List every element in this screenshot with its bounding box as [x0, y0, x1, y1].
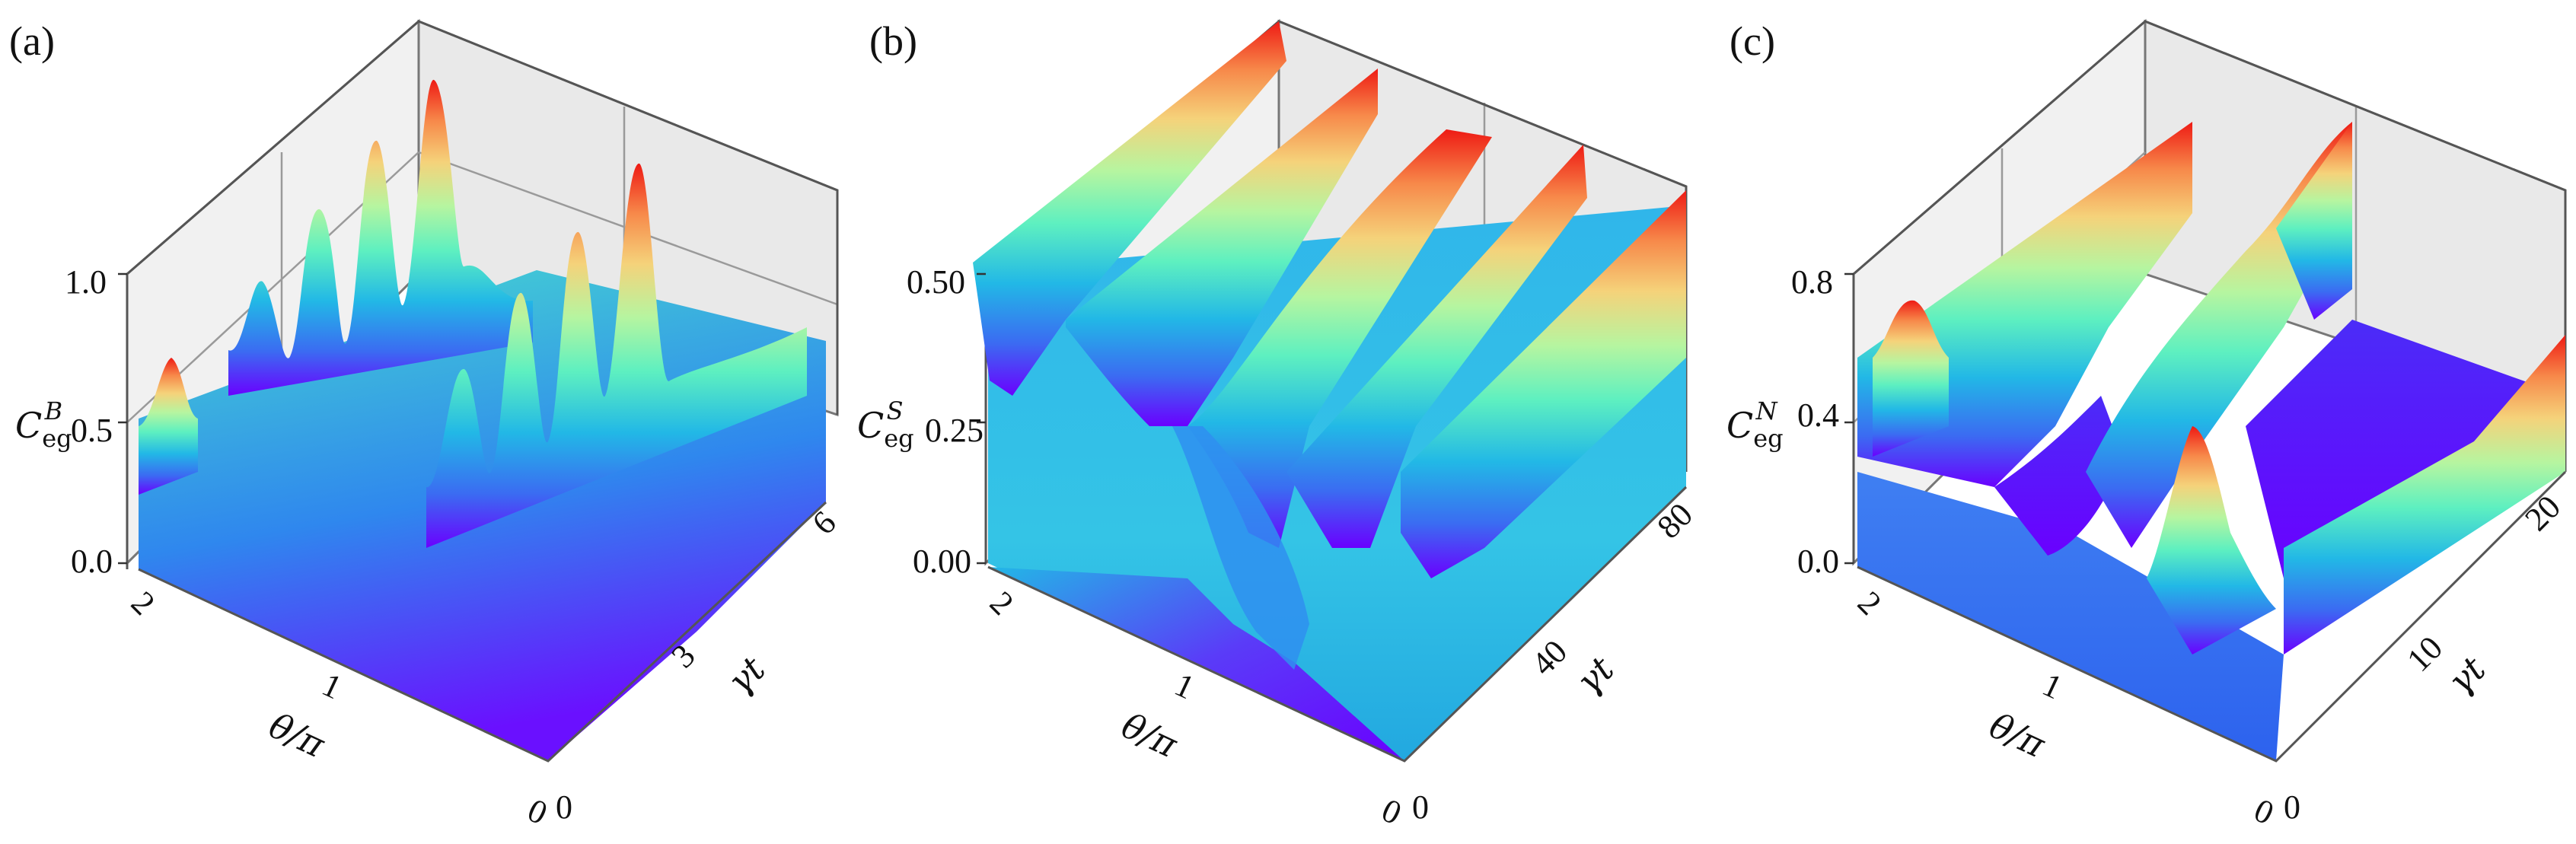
y-tick-a2: 6 — [805, 504, 843, 542]
peak-left-c — [1873, 300, 1949, 457]
x-tick-b2: 0 — [1376, 791, 1408, 833]
z-tick-b2: 0.50 — [907, 263, 965, 301]
panel-label-b: (b) — [869, 18, 917, 64]
frame-front-a — [138, 501, 827, 763]
ridge-b4 — [1401, 190, 1686, 578]
y-axis-label-a: γt — [719, 648, 773, 702]
y-axis-label-b: γt — [1568, 648, 1622, 702]
x-tick-a0: 2 — [124, 584, 162, 622]
ridge-b3 — [1286, 145, 1587, 548]
x-tick-b0: 2 — [983, 584, 1021, 622]
peak-center-c — [2147, 426, 2276, 654]
lobe-left-a — [139, 358, 198, 495]
ridge-b2 — [1188, 129, 1492, 548]
z-tick-a1: 0.5 — [71, 412, 113, 449]
ridge-b1 — [1066, 68, 1378, 426]
surface-floor-c — [1857, 472, 2284, 761]
ridge-row-front-a — [426, 163, 807, 548]
z-tick-c1: 0.4 — [1797, 397, 1839, 434]
valley-b — [1172, 426, 1309, 670]
valley-left-c — [1994, 396, 2124, 556]
right-wall-c — [2284, 335, 2565, 654]
x-axis-label-a: θ/π — [263, 705, 331, 766]
x-tick-a2: 0 — [522, 791, 553, 833]
z-ticks-a: 0.0 0.5 1.0 — [65, 263, 127, 580]
z-tick-c2: 0.8 — [1791, 263, 1833, 301]
x-tick-c2: 0 — [2249, 791, 2280, 833]
frame-top-a — [126, 20, 839, 563]
x-axis-label-b: θ/π — [1115, 705, 1184, 766]
y-tick-c0: 0 — [2284, 788, 2300, 826]
z-axis-label-a: CegB — [15, 397, 72, 453]
y-tick-a0: 0 — [556, 788, 572, 826]
ridge-b0 — [973, 21, 1286, 396]
ridge-row-back-a — [228, 79, 533, 396]
y-tick-b0: 0 — [1412, 788, 1429, 826]
z-ticks-b: 0.00 0.25 0.50 — [907, 263, 986, 580]
panel-label-c: (c) — [1730, 18, 1775, 64]
frame-front-c — [1857, 470, 2567, 763]
frame-front-b — [987, 486, 1688, 763]
valley-right-c — [2246, 320, 2565, 578]
z-tick-a0: 0.0 — [71, 543, 113, 580]
z-tick-b0: 0.00 — [913, 543, 971, 580]
z-tick-c0: 0.0 — [1797, 543, 1839, 580]
z-axis-label-c: CegN — [1726, 397, 1784, 453]
frame-top-c — [1852, 20, 2567, 563]
z-tick-a2: 1.0 — [65, 263, 107, 301]
back-ridge-c — [2276, 122, 2352, 320]
panel-c: (c) 0.0 0.4 0.8 CegN 2 1 0 θ/π — [1726, 18, 2568, 832]
panel-b: (b) 0.00 0.25 0.50 CegS 2 1 0 θ/π — [857, 18, 1700, 832]
x-tick-c0: 2 — [1851, 584, 1889, 622]
x-axis-label-c: θ/π — [1983, 705, 2052, 766]
panel-a: (a) 0.0 0.5 1.0 CegB 2 1 0 θ/π 0 — [9, 18, 843, 832]
panel-label-a: (a) — [9, 18, 55, 64]
z-tick-b1: 0.25 — [925, 412, 984, 449]
x-tick-b1: 1 — [1169, 666, 1200, 707]
y-tick-b1: 40 — [1524, 632, 1574, 683]
x-tick-c1: 1 — [2037, 666, 2068, 707]
z-axis-label-b: CegS — [857, 397, 914, 453]
z-ticks-c: 0.0 0.4 0.8 — [1791, 263, 1854, 580]
x-tick-a1: 1 — [317, 666, 348, 707]
